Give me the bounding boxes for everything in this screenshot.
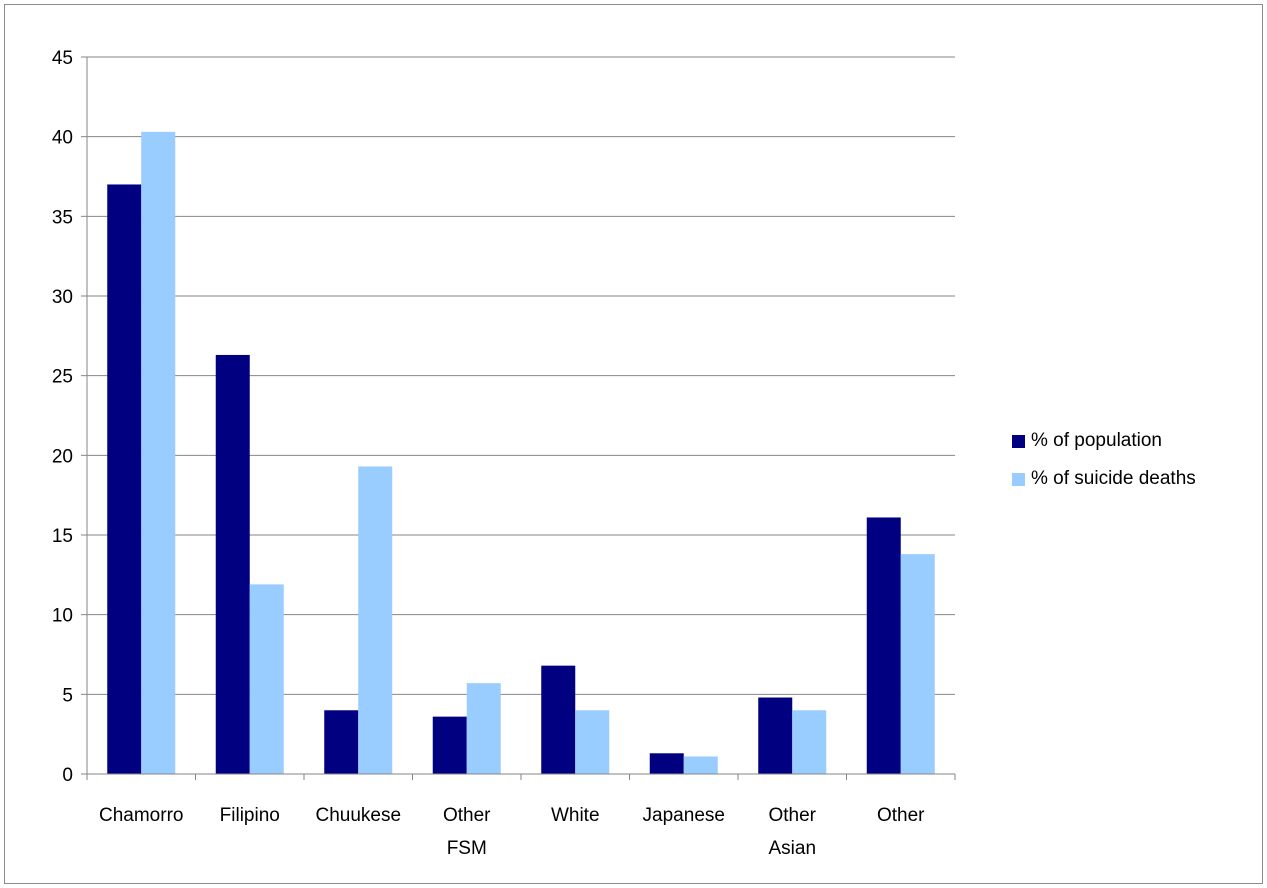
- x-category-label-line: Other: [877, 805, 925, 826]
- bar-population-6: [758, 697, 793, 774]
- x-category-label-line: Other: [768, 805, 816, 826]
- y-tick-label: 35: [52, 207, 73, 228]
- legend-swatch-suicide-deaths: [1012, 472, 1025, 486]
- legend-label-suicide-deaths: % of suicide deaths: [1031, 468, 1196, 489]
- x-category-label-line: Chuukese: [315, 805, 401, 826]
- x-category-label-line: White: [551, 805, 600, 826]
- legend-label-population: % of population: [1031, 430, 1162, 451]
- legend: % of population % of suicide deaths: [1012, 426, 1196, 502]
- x-category-label: Other FSM: [443, 805, 491, 859]
- x-category-label: Chamorro: [99, 805, 183, 826]
- x-category-label: Other: [877, 805, 925, 826]
- y-tick-label: 40: [52, 128, 73, 149]
- y-tick-label: 0: [62, 765, 73, 786]
- bar-suicide-deaths-7: [900, 554, 935, 774]
- y-tick-label: 30: [52, 287, 73, 308]
- bar-population-4: [541, 665, 576, 774]
- legend-swatch-population: [1012, 434, 1025, 448]
- bar-suicide-deaths-2: [358, 466, 393, 774]
- x-category-label: Chuukese: [315, 805, 401, 826]
- bar-population-7: [866, 517, 901, 774]
- bar-suicide-deaths-0: [141, 131, 176, 775]
- legend-item-population: % of population: [1012, 426, 1196, 456]
- x-category-label-line: Other: [443, 805, 491, 826]
- y-tick-label: 10: [52, 606, 73, 627]
- x-category-label: Japanese: [643, 805, 725, 826]
- bar-suicide-deaths-3: [466, 683, 501, 774]
- bar-suicide-deaths-4: [575, 710, 610, 774]
- y-tick-label: 20: [52, 446, 73, 467]
- x-category-label: Other Asian: [768, 805, 816, 859]
- x-category-label: White: [551, 805, 600, 826]
- x-category-label-line: Chamorro: [99, 805, 183, 826]
- bar-suicide-deaths-5: [683, 756, 718, 774]
- bar-population-0: [107, 184, 142, 774]
- y-tick-label: 25: [52, 367, 73, 388]
- bars: [107, 131, 935, 775]
- axes: [81, 56, 956, 780]
- y-tick-label: 15: [52, 526, 73, 547]
- x-category-label-line: Asian: [768, 838, 816, 859]
- bar-population-3: [432, 716, 467, 774]
- y-tick-label: 45: [52, 48, 73, 69]
- y-tick-label: 5: [62, 685, 73, 706]
- x-category-label-line: FSM: [447, 838, 487, 859]
- y-tick-labels: 0 5 10 15 20 25 30 35 40 45: [52, 48, 73, 786]
- bar-population-2: [324, 710, 359, 774]
- bar-population-5: [649, 753, 684, 774]
- chart-frame: [4, 4, 1263, 884]
- x-category-label: Filipino: [220, 805, 280, 826]
- x-category-label-line: Japanese: [643, 805, 725, 826]
- legend-item-suicide-deaths: % of suicide deaths: [1012, 464, 1196, 494]
- x-category-label-line: Filipino: [220, 805, 280, 826]
- bar-suicide-deaths-6: [792, 710, 827, 774]
- bar-suicide-deaths-1: [249, 584, 284, 774]
- bar-population-1: [215, 354, 250, 774]
- x-category-labels: Chamorro Filipino Chuukese Other FSM White Jap…: [99, 805, 925, 859]
